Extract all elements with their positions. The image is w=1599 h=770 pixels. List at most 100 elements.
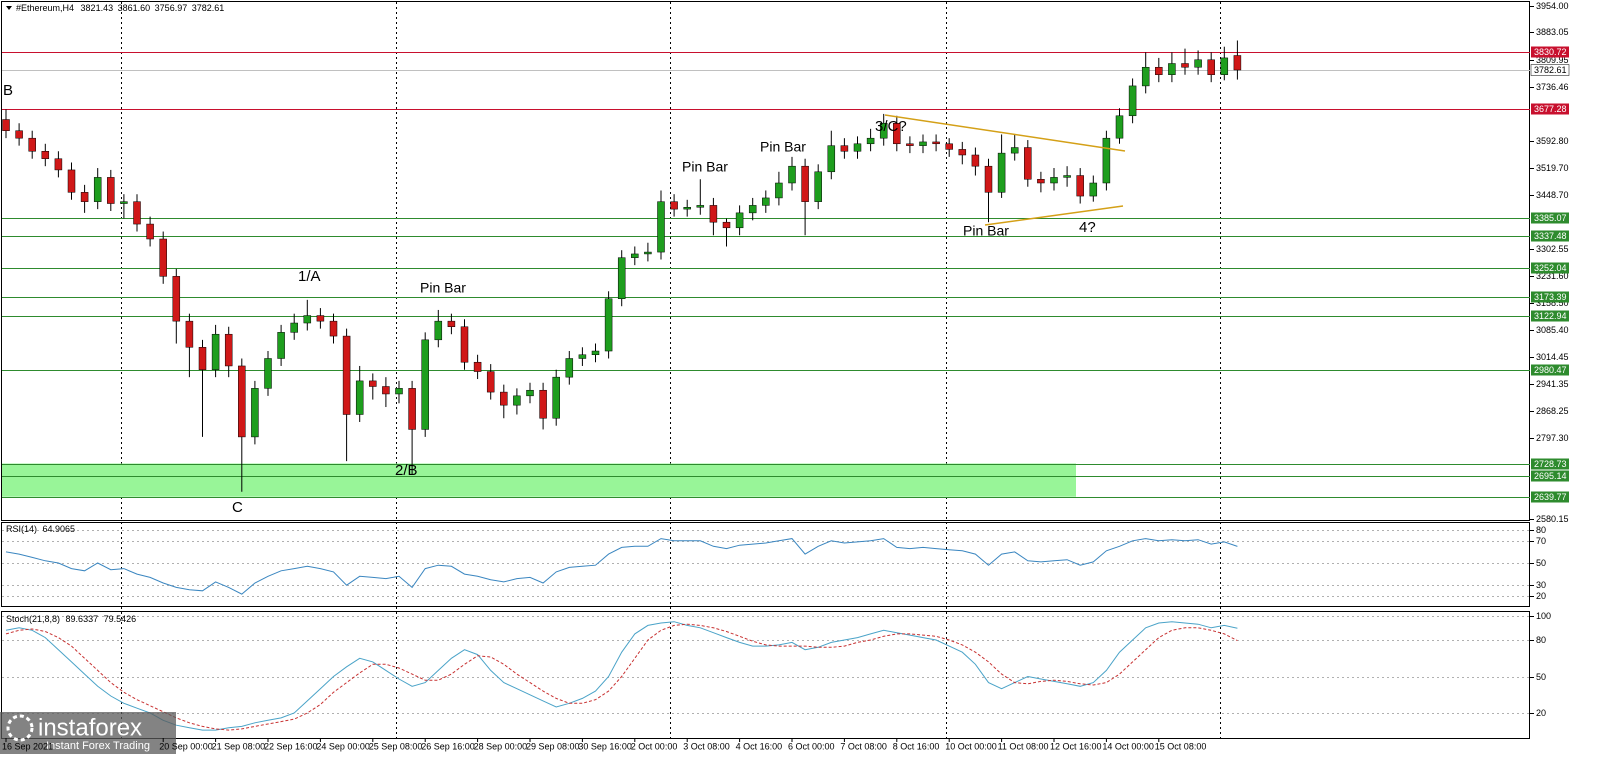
- annotation: 3/C?: [875, 118, 907, 135]
- y-tick-label: 3954.00: [1536, 1, 1569, 11]
- candle-body: [500, 391, 508, 406]
- candle-body: [355, 380, 364, 415]
- x-tick-label: 7 Oct 08:00: [840, 741, 887, 751]
- level-label-box: [1531, 310, 1569, 322]
- y-tick-label: 3736.46: [1536, 82, 1569, 92]
- x-tick-label: 16 Sep 2021: [2, 741, 53, 751]
- candle-body: [486, 371, 495, 393]
- candle-body: [251, 388, 259, 438]
- candle-body: [775, 182, 783, 199]
- level-label-box: [1531, 491, 1569, 503]
- x-tick-label: 6 Oct 00:00: [788, 741, 835, 751]
- candle-body: [277, 332, 285, 359]
- ohlc-value: 3756.97: [155, 3, 188, 13]
- symbol: #Ethereum,H4: [16, 3, 74, 13]
- candle-body: [41, 151, 50, 159]
- candle-body: [552, 376, 560, 419]
- x-tick-label: 22 Sep 16:00: [264, 741, 318, 751]
- level-label: 3122.94: [1534, 311, 1567, 321]
- indicator-line: [5, 538, 1238, 595]
- annotations: B 1/A C 2/B Pin Bar Pin Bar Pin Bar Pin …: [3, 82, 1096, 516]
- level-label-box: [1531, 262, 1569, 274]
- annotation: Pin Bar: [682, 159, 728, 175]
- candle-body: [984, 165, 993, 193]
- annotation: Pin Bar: [963, 223, 1009, 239]
- brand: instaforex: [38, 714, 142, 741]
- candle-body: [1181, 63, 1189, 68]
- candle-body: [604, 298, 613, 352]
- indicator-name: RSI(14): [6, 524, 37, 534]
- candle-body: [1207, 59, 1215, 75]
- candle-body: [434, 320, 443, 341]
- frame: [1, 1, 1530, 739]
- y-tick-label: 3231.60: [1536, 271, 1569, 281]
- indicator-header: RSI(14) 64.9065: [6, 524, 75, 534]
- candle-body: [526, 389, 534, 397]
- candle-body: [382, 386, 390, 395]
- rsi-panel-border: [1, 522, 1530, 607]
- x-tick-label: 3 Oct 08:00: [683, 741, 730, 751]
- candle-body: [342, 335, 351, 415]
- candle-body: [539, 389, 547, 419]
- candle-body: [159, 238, 167, 277]
- candle-body: [932, 141, 940, 145]
- logo-icon: [6, 714, 34, 742]
- triangle: [884, 114, 1126, 226]
- tagline: Instant Forex Trading: [46, 740, 150, 752]
- level-label: 3830.72: [1534, 47, 1567, 57]
- candle-body: [172, 276, 181, 322]
- candle-body: [591, 350, 600, 356]
- menu-arrow: [6, 6, 12, 10]
- x-tick-label: 15 Oct 08:00: [1155, 741, 1207, 751]
- y-tick-label: 20: [1536, 591, 1546, 601]
- candle-body: [893, 122, 901, 145]
- zone: [2, 463, 1076, 497]
- candle-body: [1063, 175, 1071, 178]
- candle-body: [617, 257, 626, 299]
- candle-body: [1168, 63, 1176, 75]
- level-label-box: [1531, 103, 1569, 115]
- y-tick-label: 80: [1536, 635, 1546, 645]
- current-price-box: [1530, 64, 1570, 76]
- candle-body: [879, 122, 888, 139]
- indicator-name: Stoch(21,8,8): [6, 614, 60, 624]
- candle-body: [447, 320, 456, 328]
- y-tick-label: 3519.70: [1536, 163, 1569, 173]
- main-panel-border: [1, 1, 1530, 521]
- y-tick-label: 3158.50: [1536, 298, 1569, 308]
- y-tick-label: 3302.55: [1536, 244, 1569, 254]
- indicator-value: 79.5426: [104, 614, 137, 624]
- annotation: C: [232, 499, 243, 516]
- candle-body: [958, 149, 967, 156]
- candle-body: [264, 358, 272, 389]
- candle-body: [198, 347, 207, 370]
- candle-body: [827, 145, 836, 173]
- x-tick-label: 21 Sep 08:00: [212, 741, 266, 751]
- candle-body: [238, 365, 246, 438]
- candle-body: [1141, 66, 1150, 87]
- candle-body: [146, 223, 154, 240]
- y-tick-label: 2941.35: [1536, 379, 1569, 389]
- x-tick-label: 20 Sep 00:00: [159, 741, 213, 751]
- candle-body: [80, 192, 89, 202]
- candle-body: [421, 339, 429, 430]
- x-tick-label: 30 Sep 16:00: [578, 741, 632, 751]
- y-tick-label: 70: [1536, 536, 1546, 546]
- candle-body: [211, 333, 220, 370]
- candle-body: [133, 201, 141, 225]
- y-tick-label: 30: [1536, 580, 1546, 590]
- x-tick-label: 8 Oct 16:00: [893, 741, 940, 751]
- level-label-box: [1531, 470, 1569, 482]
- indicator-value: 64.9065: [43, 524, 76, 534]
- x-tick-label: 29 Sep 08:00: [526, 741, 580, 751]
- y-tick-label: 80: [1536, 525, 1546, 535]
- level-label: 3385.07: [1534, 213, 1567, 223]
- candle-body: [1102, 137, 1111, 184]
- candle-body: [997, 152, 1006, 193]
- level-label-box: [1531, 458, 1569, 470]
- candle-body: [329, 320, 338, 337]
- candle-body: [906, 143, 914, 146]
- chart-layer: [2, 40, 1530, 731]
- x-tick-label: 2 Oct 00:00: [631, 741, 678, 751]
